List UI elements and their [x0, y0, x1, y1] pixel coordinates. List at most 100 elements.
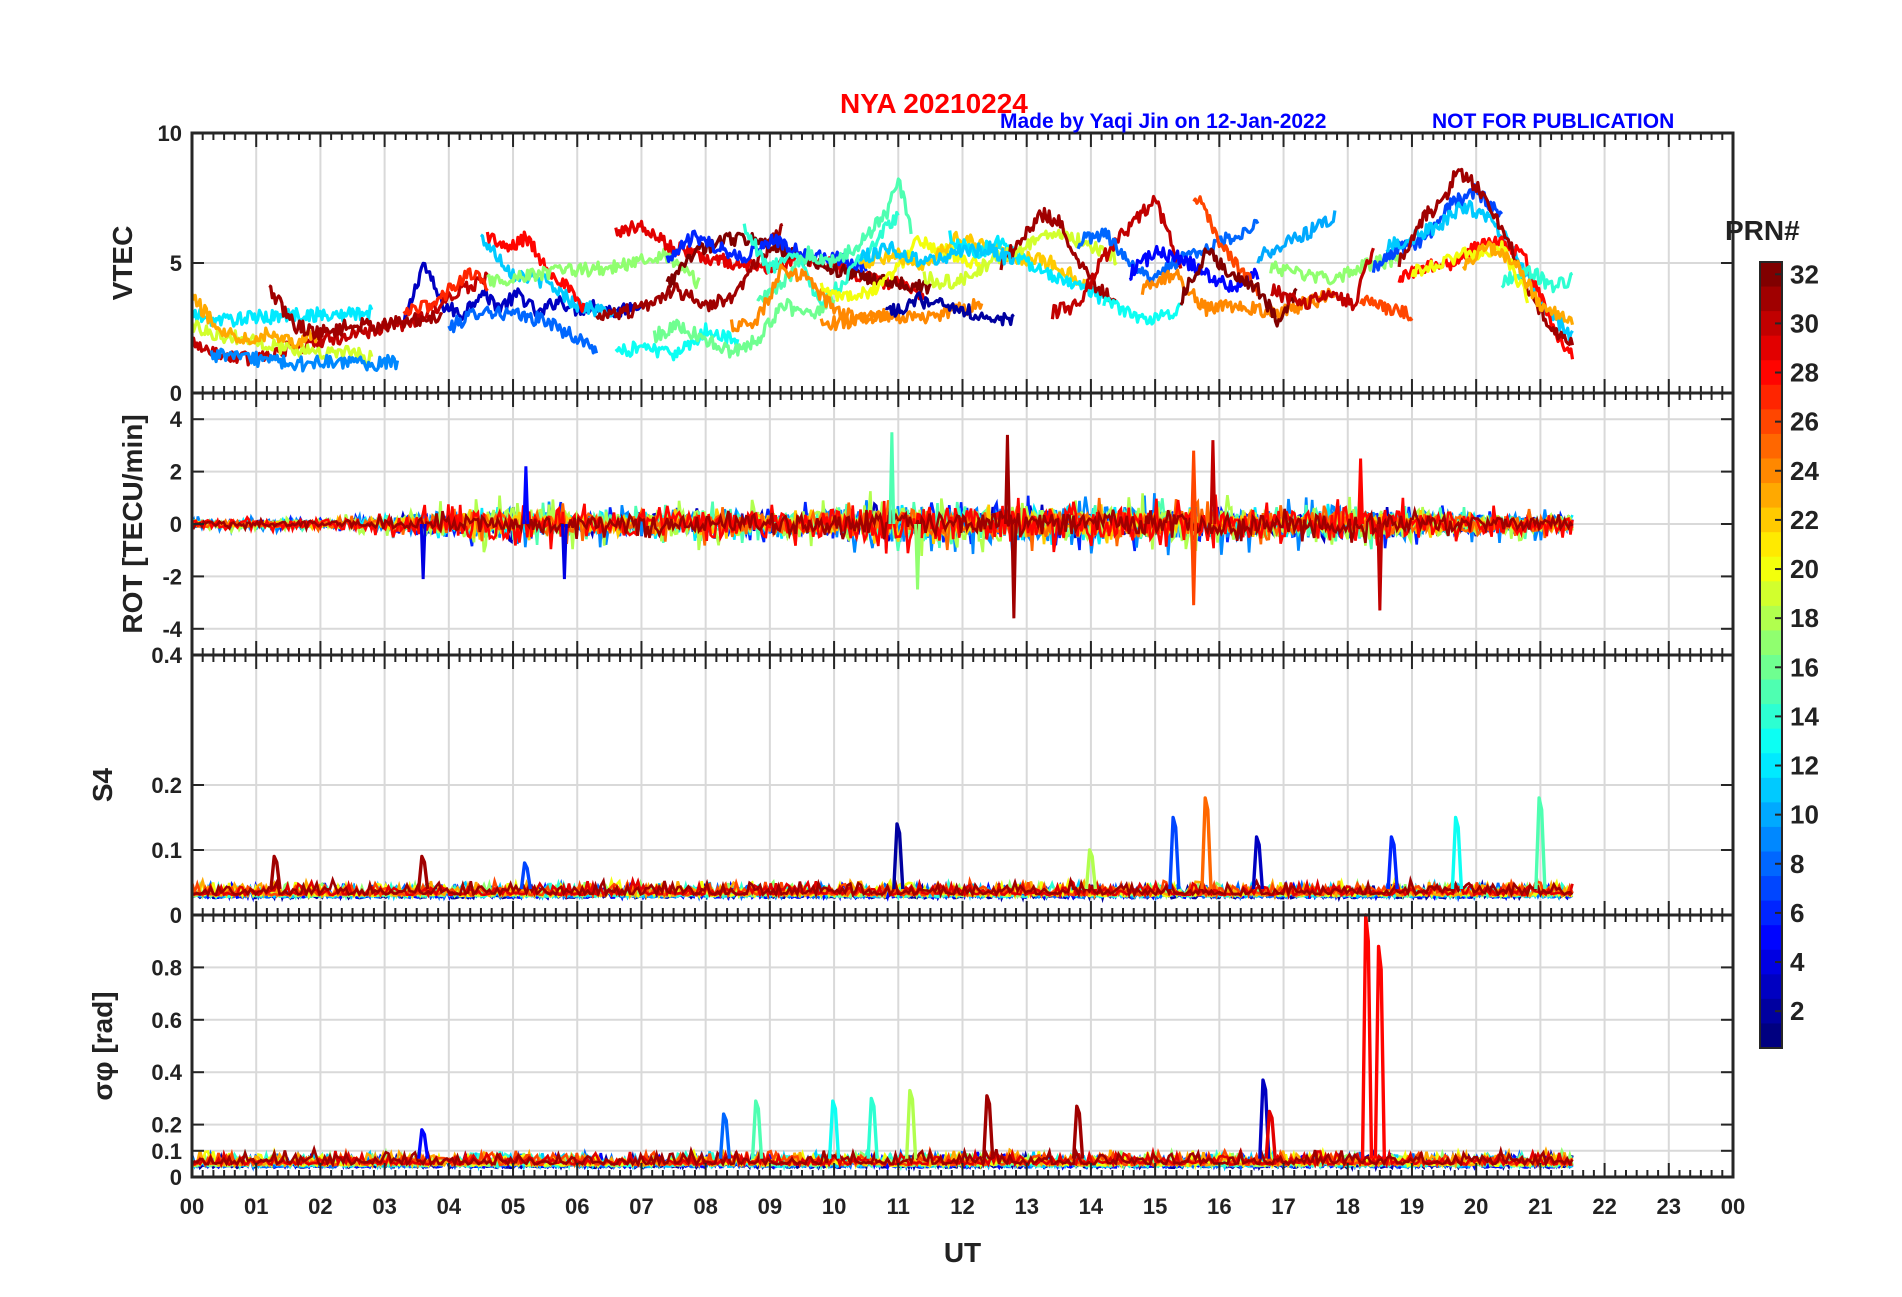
x-tick-label: 00	[1721, 1194, 1745, 1219]
vtec-line-prn-26	[1192, 195, 1260, 297]
vtec-line-prn-32	[1179, 247, 1298, 328]
s4-peak-prn-7	[1168, 815, 1181, 890]
s4-peak-prn-15	[1534, 796, 1547, 890]
x-tick-label: 12	[950, 1194, 974, 1219]
rot-spike-prn-30	[1376, 523, 1384, 611]
colorbar-swatch-12	[1760, 753, 1782, 779]
colorbar-swatch-25	[1760, 433, 1782, 460]
sigma-phi-peak-prn-28	[1360, 913, 1374, 1159]
colorbar-swatch-4	[1760, 949, 1782, 975]
colorbar-tick-label: 14	[1790, 701, 1819, 731]
x-tick-label: 02	[308, 1194, 332, 1219]
colorbar-swatch-16	[1760, 655, 1782, 681]
colorbar-swatch-2	[1760, 998, 1782, 1025]
colorbar-tick-label: 12	[1790, 751, 1819, 781]
colorbar-swatch-9	[1760, 826, 1782, 853]
s4-peak-prn-31	[269, 854, 282, 890]
vtec-line-prn-17	[486, 247, 701, 290]
colorbar-tick-label: 6	[1790, 898, 1804, 928]
vtec-line-prn-8	[447, 305, 599, 355]
rot-spike-prn-17	[914, 523, 921, 590]
y-tick-label: 0.2	[151, 1113, 182, 1138]
x-tick-label: 22	[1592, 1194, 1616, 1219]
y-tick-label: 0.4	[151, 643, 182, 668]
s4-line-prn-31	[191, 875, 1574, 900]
vtec-line-prn-17	[1269, 252, 1401, 286]
y-tick-label: 10	[158, 121, 182, 146]
vtec-line-prn-12	[190, 304, 374, 328]
colorbar-swatch-1	[1760, 1023, 1782, 1049]
colorbar-tick-label: 18	[1790, 603, 1819, 633]
s4-peak-prn-25	[1200, 796, 1213, 890]
colorbar-swatch-3	[1760, 974, 1782, 1000]
colorbar-swatch-29	[1760, 335, 1782, 361]
colorbar-swatch-20	[1760, 556, 1782, 582]
x-tick-label: 05	[501, 1194, 525, 1219]
vtec-line-prn-31	[999, 206, 1118, 307]
s4-peak-prn-31	[416, 854, 430, 890]
colorbar-tick-label: 26	[1790, 407, 1819, 437]
colorbar-swatch-13	[1760, 728, 1782, 754]
rot-spike-prn-4	[419, 523, 427, 580]
vtec-line-prn-15	[756, 177, 913, 303]
colorbar-swatch-5	[1760, 925, 1782, 951]
vtec-line-prn-23	[190, 293, 321, 350]
sigma-phi-peak-prn-18	[904, 1088, 918, 1159]
y-tick-label: 0	[170, 381, 182, 406]
author-note: Made by Yaqi Jin on 12-Jan-2022	[1000, 110, 1327, 133]
sigma-phi-peak-prn-5	[416, 1128, 430, 1159]
x-tick-label: 20	[1464, 1194, 1488, 1219]
colorbar-swatch-19	[1760, 581, 1782, 607]
y-tick-label: 5	[170, 251, 182, 276]
s4-peak-prn-6	[1386, 835, 1399, 890]
colorbar-swatch-31	[1760, 286, 1782, 312]
colorbar-tick-label: 8	[1790, 849, 1804, 879]
vtec-line-prn-26	[1359, 294, 1414, 322]
y-tick-label: 0	[170, 903, 182, 928]
colorbar-swatch-7	[1760, 876, 1782, 902]
colorbar-swatch-8	[1760, 851, 1782, 877]
x-tick-label: 23	[1657, 1194, 1681, 1219]
s4-peak-prn-18	[1084, 848, 1098, 890]
rot-spike-prn-31	[1010, 523, 1018, 619]
rot-spike-prn-26	[1190, 523, 1198, 606]
colorbar-tick-label: 4	[1790, 947, 1805, 977]
x-tick-label: 03	[372, 1194, 396, 1219]
colorbar-swatch-28	[1760, 360, 1782, 386]
vtec-line-prn-12	[948, 230, 1106, 305]
vtec-line-prn-24	[1140, 268, 1336, 321]
x-tick-label: 11	[887, 1194, 910, 1219]
vtec-line-prn-31	[268, 284, 444, 341]
vtec-line-prn-24	[729, 263, 888, 333]
sigma-phi-peak-prn-28	[1373, 944, 1387, 1159]
colorbar-tick-label: 10	[1790, 800, 1819, 830]
x-axis-label: UT	[944, 1237, 981, 1268]
vtec-line-prn-31	[1397, 167, 1575, 347]
vtec-line-prn-11	[479, 233, 618, 320]
colorbar-tick-label: 20	[1790, 554, 1819, 584]
x-tick-label: 07	[629, 1194, 653, 1219]
x-tick-label: 13	[1014, 1194, 1038, 1219]
sigma-phi-peak-prn-29	[1264, 1109, 1277, 1159]
chart-title: NYA 20210224	[840, 88, 1028, 119]
x-tick-label: 04	[437, 1194, 462, 1219]
colorbar-swatch-27	[1760, 384, 1782, 410]
y-tick-label: 0.4	[151, 1060, 182, 1085]
y-tick-label: 0	[170, 1165, 182, 1190]
sigma-phi-peak-prn-31	[1071, 1104, 1085, 1159]
x-tick-label: 10	[822, 1194, 846, 1219]
colorbar-swatch-23	[1760, 483, 1782, 509]
vtec-line-prn-9	[209, 347, 400, 373]
colorbar-tick-label: 30	[1790, 308, 1819, 338]
colorbar-swatch-18	[1760, 605, 1782, 632]
colorbar-tick-label: 24	[1790, 456, 1819, 486]
y-tick-label: 0.6	[151, 1008, 182, 1033]
y-tick-label: 0.2	[151, 773, 182, 798]
rot-spike-prn-26	[1190, 450, 1198, 525]
rot-series-group	[190, 432, 1574, 619]
vtec-line-prn-19	[190, 319, 374, 365]
x-tick-label: 16	[1207, 1194, 1231, 1219]
colorbar-swatch-10	[1760, 802, 1782, 828]
rot-axis-label: ROT [TECU/min]	[117, 414, 148, 633]
